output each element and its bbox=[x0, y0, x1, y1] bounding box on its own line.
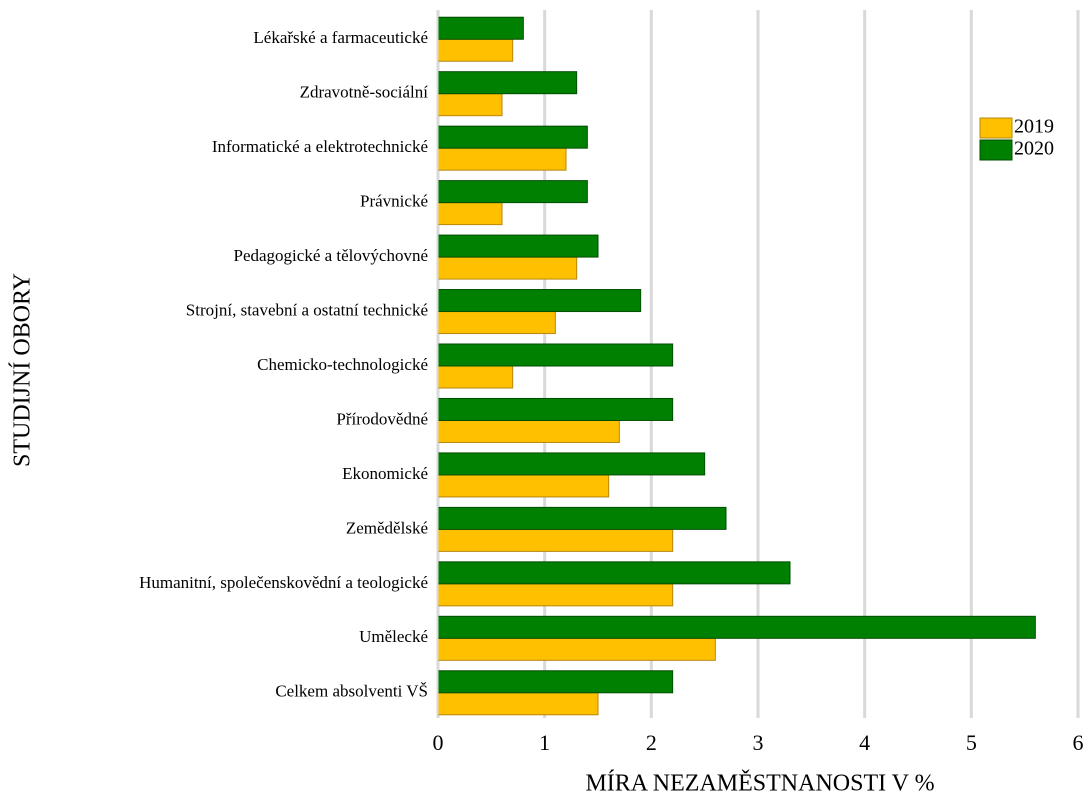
x-axis-label: MÍRA NEZAMĚSTNANOSTI V % bbox=[585, 771, 934, 797]
bar bbox=[437, 93, 503, 117]
bar bbox=[437, 397, 674, 421]
bar bbox=[437, 71, 578, 95]
x-tick-label: 5 bbox=[966, 730, 977, 755]
bar bbox=[437, 147, 567, 171]
y-tick-label: Chemicko-technologické bbox=[257, 355, 428, 374]
y-tick-label: Lékařské a farmaceutické bbox=[253, 28, 428, 47]
bar bbox=[437, 38, 514, 62]
x-tick-label: 4 bbox=[859, 730, 870, 755]
bar bbox=[437, 452, 706, 476]
bar bbox=[437, 583, 674, 607]
bar bbox=[437, 202, 503, 226]
bar bbox=[437, 419, 620, 443]
bar bbox=[437, 670, 674, 694]
bar bbox=[437, 528, 674, 552]
bar bbox=[437, 180, 588, 204]
y-tick-label: Právnické bbox=[360, 192, 428, 211]
bar bbox=[437, 615, 1036, 639]
legend-label: 2019 bbox=[1014, 116, 1054, 138]
bar bbox=[437, 311, 556, 335]
bar bbox=[437, 234, 599, 258]
x-tick-label: 2 bbox=[646, 730, 657, 755]
bar bbox=[437, 256, 578, 280]
y-tick-label: Zemědělské bbox=[346, 518, 428, 537]
bar bbox=[437, 561, 791, 585]
bar bbox=[437, 343, 674, 367]
y-tick-label: Zdravotně-sociální bbox=[300, 83, 429, 102]
bar bbox=[437, 474, 610, 498]
y-axis-label: STUDIJNÍ OBORY bbox=[10, 273, 36, 467]
bar bbox=[437, 365, 514, 389]
bar bbox=[437, 16, 524, 40]
bar bbox=[437, 506, 727, 530]
y-tick-label: Pedagogické a tělovýchovné bbox=[234, 246, 429, 265]
x-tick-label: 3 bbox=[753, 730, 764, 755]
legend-label: 2020 bbox=[1014, 138, 1054, 160]
bar bbox=[437, 125, 588, 149]
legend-swatch bbox=[979, 117, 1013, 139]
y-tick-label: Přírodovědné bbox=[336, 409, 428, 428]
y-tick-label: Ekonomické bbox=[342, 464, 428, 483]
x-tick-label: 1 bbox=[539, 730, 550, 755]
y-tick-label: Celkem absolventi VŠ bbox=[275, 682, 428, 701]
y-tick-label: Humanitní, společenskovědní a teologické bbox=[139, 573, 428, 592]
y-tick-label: Strojní, stavební a ostatní technické bbox=[186, 300, 428, 319]
bar bbox=[437, 637, 716, 661]
bar bbox=[437, 692, 599, 716]
legend-swatch bbox=[979, 139, 1013, 161]
x-tick-label: 6 bbox=[1073, 730, 1084, 755]
bar bbox=[437, 289, 642, 313]
x-tick-label: 0 bbox=[433, 730, 444, 755]
y-tick-label: Umělecké bbox=[359, 627, 428, 646]
y-tick-label: Informatické a elektrotechnické bbox=[212, 137, 428, 156]
